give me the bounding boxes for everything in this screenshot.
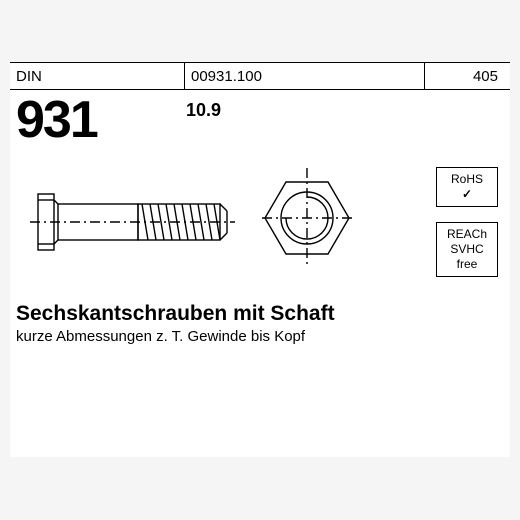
header-code: 00931.100 bbox=[185, 63, 425, 89]
rohs-badge: RoHS ✓ bbox=[436, 167, 498, 207]
spec-card: DIN 00931.100 405 931 10.9 bbox=[10, 62, 510, 457]
header-standard: DIN bbox=[10, 63, 185, 89]
rohs-check-icon: ✓ bbox=[439, 187, 495, 202]
header-row: DIN 00931.100 405 bbox=[10, 62, 510, 90]
rohs-label: RoHS bbox=[439, 172, 495, 187]
reach-badge: REACh SVHC free bbox=[436, 222, 498, 277]
diagram-area bbox=[10, 154, 510, 284]
header-suffix: 405 bbox=[425, 63, 510, 89]
bolt-side-icon bbox=[30, 182, 235, 262]
din-number: 931 bbox=[16, 94, 186, 146]
reach-line2: SVHC bbox=[439, 242, 495, 257]
strength-grade: 10.9 bbox=[186, 94, 221, 121]
product-title: Sechskantschrauben mit Schaft bbox=[10, 284, 510, 328]
product-subtitle: kurze Abmessungen z. T. Gewinde bis Kopf bbox=[10, 328, 510, 359]
hex-front-icon bbox=[262, 168, 352, 268]
reach-line1: REACh bbox=[439, 227, 495, 242]
reach-line3: free bbox=[439, 257, 495, 272]
row-main: 931 10.9 bbox=[10, 90, 510, 146]
